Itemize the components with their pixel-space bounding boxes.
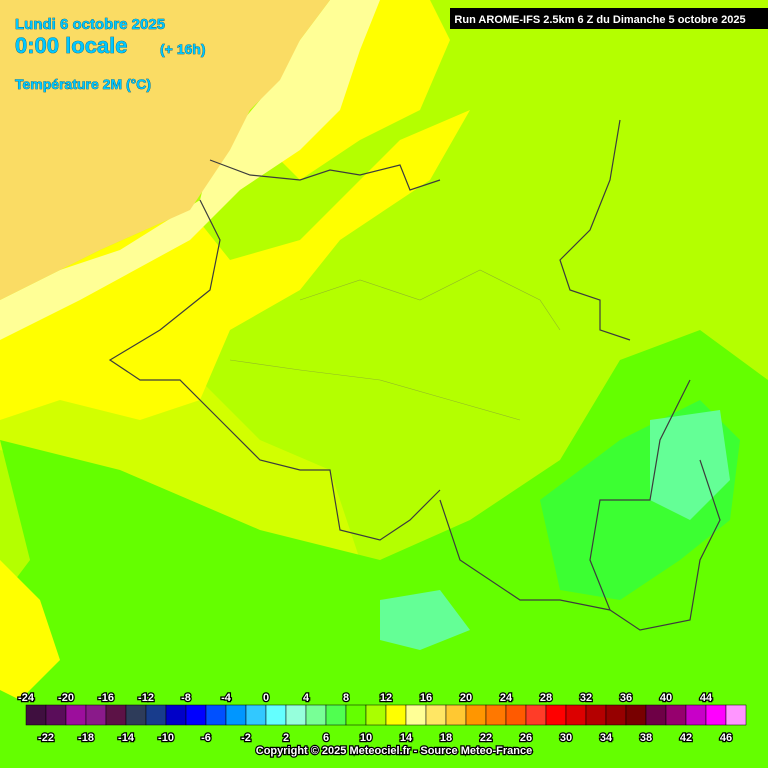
legend-label: 10 — [360, 732, 372, 744]
legend-label: 14 — [400, 732, 413, 744]
legend-label: 44 — [700, 692, 713, 704]
run-info: Run AROME-IFS 2.5km 6 Z du Dimanche 5 oc… — [454, 14, 745, 26]
legend-swatch — [585, 704, 607, 726]
legend-swatch — [405, 704, 427, 726]
legend-label: -16 — [98, 692, 114, 704]
legend-label: 42 — [680, 732, 692, 744]
legend-label: 16 — [420, 692, 432, 704]
legend-label: 12 — [380, 692, 392, 704]
legend-label: -24 — [18, 692, 35, 704]
legend-label: 46 — [720, 732, 732, 744]
legend-swatch — [705, 704, 727, 726]
legend-swatch — [205, 704, 227, 726]
region-line — [229, 359, 521, 421]
legend-swatch — [225, 704, 247, 726]
legend-label: 40 — [660, 692, 672, 704]
legend-swatch — [725, 704, 747, 726]
legend-label: -2 — [241, 732, 251, 744]
time: 0:00 locale — [15, 33, 128, 58]
legend-swatch — [605, 704, 627, 726]
legend-swatch — [145, 704, 167, 726]
legend-swatch — [105, 704, 127, 726]
border — [559, 119, 631, 341]
legend-swatch — [385, 704, 407, 726]
legend-label: 18 — [440, 732, 452, 744]
legend-swatch — [425, 704, 447, 726]
legend-label: 0 — [263, 692, 269, 704]
legend-swatch — [325, 704, 347, 726]
date: Lundi 6 octobre 2025 — [15, 16, 165, 33]
temp-zone — [0, 560, 60, 700]
legend-swatch — [685, 704, 707, 726]
legend-label: 8 — [343, 692, 349, 704]
legend-label: 6 — [323, 732, 329, 744]
legend-swatch — [465, 704, 487, 726]
legend-swatch — [665, 704, 687, 726]
legend-swatch — [165, 704, 187, 726]
legend-label: -12 — [138, 692, 154, 704]
legend-swatch — [545, 704, 567, 726]
border — [439, 499, 611, 611]
legend-label: 36 — [620, 692, 632, 704]
border — [108, 199, 441, 541]
legend-label: -8 — [181, 692, 191, 704]
legend-swatch — [25, 704, 47, 726]
legend-label: 30 — [560, 732, 572, 744]
legend-swatch — [125, 704, 147, 726]
legend-swatch — [285, 704, 307, 726]
legend-swatch — [485, 704, 507, 726]
legend-label: 20 — [460, 692, 472, 704]
sea — [0, 0, 330, 300]
temp-zone — [380, 590, 470, 650]
legend-label: 24 — [500, 692, 513, 704]
legend-swatch — [65, 704, 87, 726]
legend-swatch — [445, 704, 467, 726]
temp-zone — [650, 410, 730, 520]
legend-swatch — [305, 704, 327, 726]
temp-zone — [0, 0, 380, 340]
temp-zone — [0, 110, 470, 420]
legend-label: 26 — [520, 732, 532, 744]
legend-swatch — [265, 704, 287, 726]
legend-label: -6 — [201, 732, 211, 744]
copyright: Copyright © 2025 Meteociel.fr - Source M… — [256, 745, 532, 757]
legend-label: 34 — [600, 732, 613, 744]
legend-label: -4 — [221, 692, 232, 704]
legend-label: -10 — [158, 732, 174, 744]
legend-swatch — [45, 704, 67, 726]
legend-swatch — [345, 704, 367, 726]
legend-swatch — [185, 704, 207, 726]
region-line — [299, 269, 561, 331]
legend-swatch — [245, 704, 267, 726]
legend-label: 38 — [640, 732, 652, 744]
legend-label: -14 — [118, 732, 135, 744]
legend-swatch — [525, 704, 547, 726]
legend-swatch — [565, 704, 587, 726]
legend-label: -18 — [78, 732, 94, 744]
legend-label: -22 — [38, 732, 54, 744]
legend-label: 32 — [580, 692, 592, 704]
legend-label: -20 — [58, 692, 74, 704]
legend: -24-22-20-18-16-14-12-10-8-6-4-202468101… — [17, 691, 747, 745]
lead-time: (+ 16h) — [160, 41, 206, 57]
legend-label: 2 — [283, 732, 289, 744]
border — [209, 159, 441, 191]
legend-swatch — [505, 704, 527, 726]
legend-label: 22 — [480, 732, 492, 744]
legend-swatch — [365, 704, 387, 726]
legend-swatch — [85, 704, 107, 726]
run-box — [450, 8, 768, 29]
legend-swatch — [625, 704, 647, 726]
legend-label: 28 — [540, 692, 552, 704]
variable: Température 2M (°C) — [15, 76, 151, 92]
legend-label: 4 — [303, 692, 310, 704]
legend-swatch — [645, 704, 667, 726]
temp-zone — [0, 330, 768, 768]
